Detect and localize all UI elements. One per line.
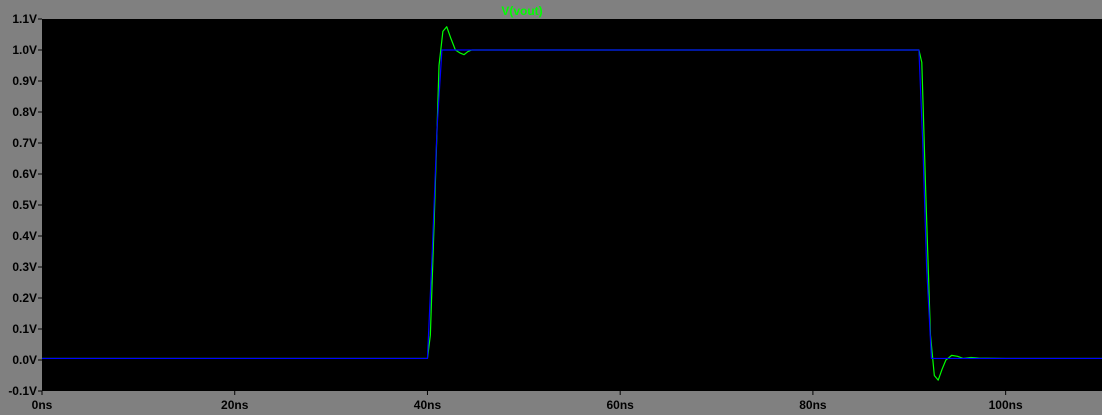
x-tick-label: 80ns: [799, 398, 827, 412]
series-line-input[interactable]: [42, 49, 1102, 360]
series-layer: [42, 26, 1102, 381]
axes-layer: 1.1V 1.0V 0.9V 0.8V 0.7V 0.6V 0.5V 0.4V 0.3V 0.2V…: [8, 12, 1023, 412]
y-tick-label: 0.1V: [12, 322, 37, 336]
x-tick-label: 20ns: [221, 398, 249, 412]
y-tick-label: 0.7V: [12, 136, 37, 150]
y-tick-label: 0.6V: [12, 167, 37, 181]
x-tick-label: 40ns: [414, 398, 442, 412]
y-tick-label: 0.2V: [12, 291, 37, 305]
y-tick-label: 1.1V: [12, 12, 37, 26]
y-tick-label: 0.9V: [12, 74, 37, 88]
y-tick-label: 0.4V: [12, 229, 37, 243]
series-line-vout[interactable]: [42, 26, 1102, 381]
x-tick-label: 0ns: [32, 398, 53, 412]
plot-area[interactable]: [42, 19, 1102, 391]
y-tick-label: 0.0V: [12, 353, 37, 367]
y-tick-label: 0.8V: [12, 105, 37, 119]
y-tick-label: 0.5V: [12, 198, 37, 212]
y-tick-label: 1.0V: [12, 43, 37, 57]
y-tick-label: 0.3V: [12, 260, 37, 274]
x-tick-label: 60ns: [607, 398, 635, 412]
trace-title-vout[interactable]: V(vout): [501, 4, 542, 18]
y-tick-label: -0.1V: [8, 384, 37, 398]
x-tick-label: 100ns: [989, 398, 1023, 412]
